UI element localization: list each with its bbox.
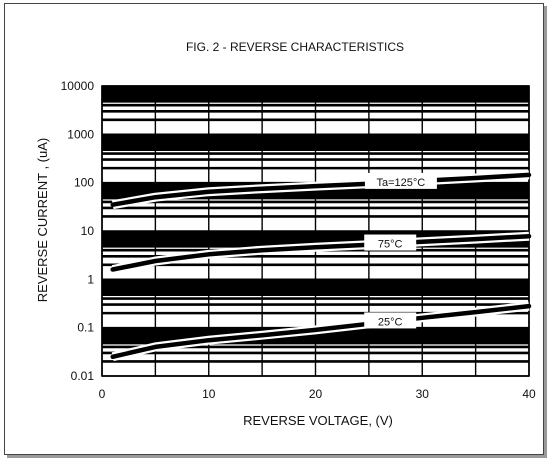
x-tick-label: 40 [522,387,536,401]
y-tick-label: 0.1 [77,321,94,335]
series-curve [110,233,532,272]
figure-frame: FIG. 2 - REVERSE CHARACTERISTICS Ta=125°… [4,3,544,455]
y-axis-ticks: 0.01 0.1 1 10 100 1000 10000 [61,79,95,383]
x-axis-label: REVERSE VOLTAGE, (V) [243,413,393,428]
y-tick-label: 0.01 [71,369,95,383]
plot-border [101,85,530,377]
series-label: 75°C [378,239,403,251]
series-label-background [364,312,417,329]
reverse-characteristics-chart: FIG. 2 - REVERSE CHARACTERISTICS Ta=125°… [35,40,536,428]
x-tick-label: 10 [202,387,216,401]
x-tick-label: 0 [99,387,106,401]
series-label-background [364,172,437,189]
y-tick-label: 100 [74,176,94,190]
plot-area: Ta=125°C 75°C 25°C [101,85,532,377]
series-label: 25°C [378,316,403,328]
series-label-background [364,234,417,251]
series-curve [110,303,532,360]
y-tick-label: 1000 [67,127,94,141]
y-tick-label: 1 [87,272,94,286]
series-label: Ta=125°C [377,177,426,189]
x-tick-label: 30 [416,387,430,401]
y-tick-label: 10 [81,224,95,238]
y-tick-label: 10000 [61,79,95,93]
chart-title: FIG. 2 - REVERSE CHARACTERISTICS [186,40,404,54]
x-axis-ticks: 0 10 20 30 40 [99,387,536,401]
series-curve [110,172,532,207]
x-tick-label: 20 [309,387,323,401]
y-axis-label: REVERSE CURRENT , (uA) [35,138,50,302]
